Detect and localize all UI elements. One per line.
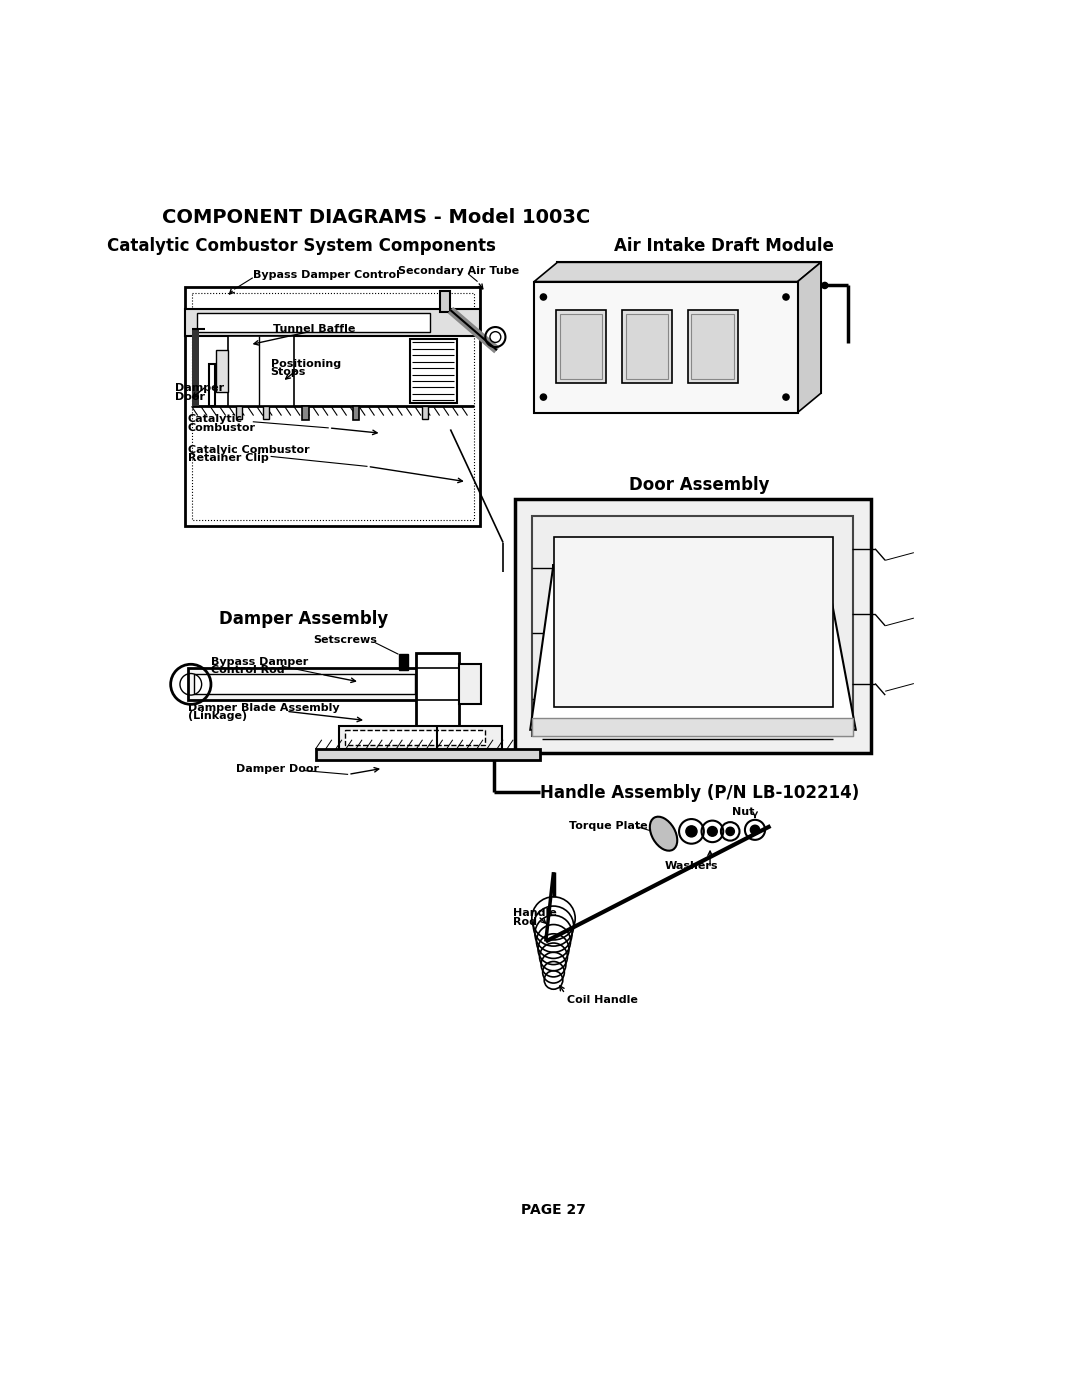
Text: (Linkage): (Linkage)	[188, 711, 247, 721]
Text: Nut: Nut	[732, 806, 755, 817]
Bar	[228, 337, 294, 407]
Polygon shape	[535, 263, 821, 282]
Bar	[422, 407, 428, 419]
Text: Control Rod: Control Rod	[211, 665, 284, 675]
Text: Door: Door	[175, 391, 205, 402]
Bar	[208, 365, 215, 407]
Bar	[315, 749, 540, 760]
Bar	[554, 538, 833, 707]
Circle shape	[783, 293, 789, 300]
Circle shape	[540, 293, 546, 300]
Text: Stops: Stops	[271, 367, 306, 377]
Text: Bypass Damper Control: Bypass Damper Control	[253, 270, 400, 279]
Bar	[515, 499, 872, 753]
Ellipse shape	[650, 817, 677, 851]
Text: Setscrews: Setscrews	[313, 636, 377, 645]
Bar	[416, 652, 459, 726]
Bar	[188, 668, 444, 700]
Bar	[440, 291, 450, 313]
Bar	[410, 339, 457, 404]
Circle shape	[686, 826, 697, 837]
Bar	[191, 330, 200, 407]
Text: Washers: Washers	[664, 861, 718, 870]
Text: Damper Door: Damper Door	[235, 764, 319, 774]
Bar	[262, 407, 269, 419]
Bar	[625, 314, 669, 380]
Text: Catalytic: Catalytic	[188, 414, 243, 425]
Text: Damper: Damper	[175, 383, 225, 393]
Bar	[622, 310, 672, 383]
Text: Torque Plate: Torque Plate	[569, 820, 648, 831]
Bar	[302, 407, 309, 420]
Polygon shape	[798, 263, 821, 412]
Text: Handle Assembly (P/N LB-102214): Handle Assembly (P/N LB-102214)	[540, 784, 859, 802]
Circle shape	[540, 394, 546, 400]
Bar	[416, 654, 424, 669]
Circle shape	[783, 394, 789, 400]
Text: COMPONENT DIAGRAMS - Model 1003C: COMPONENT DIAGRAMS - Model 1003C	[162, 208, 591, 226]
Text: Handle: Handle	[513, 908, 557, 918]
Bar	[531, 515, 853, 736]
Bar	[186, 286, 480, 525]
Text: Tunnel Baffle: Tunnel Baffle	[273, 324, 355, 334]
Text: Air Intake Draft Module: Air Intake Draft Module	[615, 237, 834, 254]
Bar	[216, 351, 228, 393]
Bar	[345, 729, 485, 745]
Bar	[559, 314, 603, 380]
Bar	[186, 309, 480, 337]
Bar	[399, 654, 408, 669]
Text: Catalyic Combustor: Catalyic Combustor	[188, 444, 309, 455]
Text: Combustor: Combustor	[188, 422, 256, 433]
Text: Bypass Damper: Bypass Damper	[211, 657, 308, 666]
Bar	[197, 313, 430, 331]
Circle shape	[726, 827, 734, 835]
Text: Coil Handle: Coil Handle	[567, 996, 638, 1006]
Text: Damper Assembly: Damper Assembly	[219, 610, 389, 629]
Bar	[691, 314, 734, 380]
Bar	[531, 718, 853, 736]
Polygon shape	[530, 564, 855, 729]
Bar	[556, 310, 606, 383]
Text: Damper Blade Assembly: Damper Blade Assembly	[188, 703, 339, 712]
Text: PAGE 27: PAGE 27	[521, 1203, 586, 1217]
Bar	[194, 675, 415, 694]
Text: Rod: Rod	[513, 916, 537, 926]
Bar	[353, 407, 359, 420]
Text: Positioning: Positioning	[271, 359, 341, 369]
Bar	[191, 293, 474, 520]
Text: Retainer Clip: Retainer Clip	[188, 453, 269, 464]
Circle shape	[822, 282, 828, 289]
Text: Door Assembly: Door Assembly	[629, 475, 769, 493]
Bar	[235, 407, 242, 419]
Polygon shape	[557, 263, 821, 393]
Polygon shape	[535, 282, 798, 412]
Bar	[339, 726, 501, 749]
Bar	[688, 310, 738, 383]
Bar	[459, 665, 481, 704]
Text: Secondary Air Tube: Secondary Air Tube	[399, 267, 519, 277]
Circle shape	[751, 826, 759, 834]
Text: Catalytic Combustor System Components: Catalytic Combustor System Components	[107, 237, 496, 254]
Circle shape	[707, 827, 717, 837]
